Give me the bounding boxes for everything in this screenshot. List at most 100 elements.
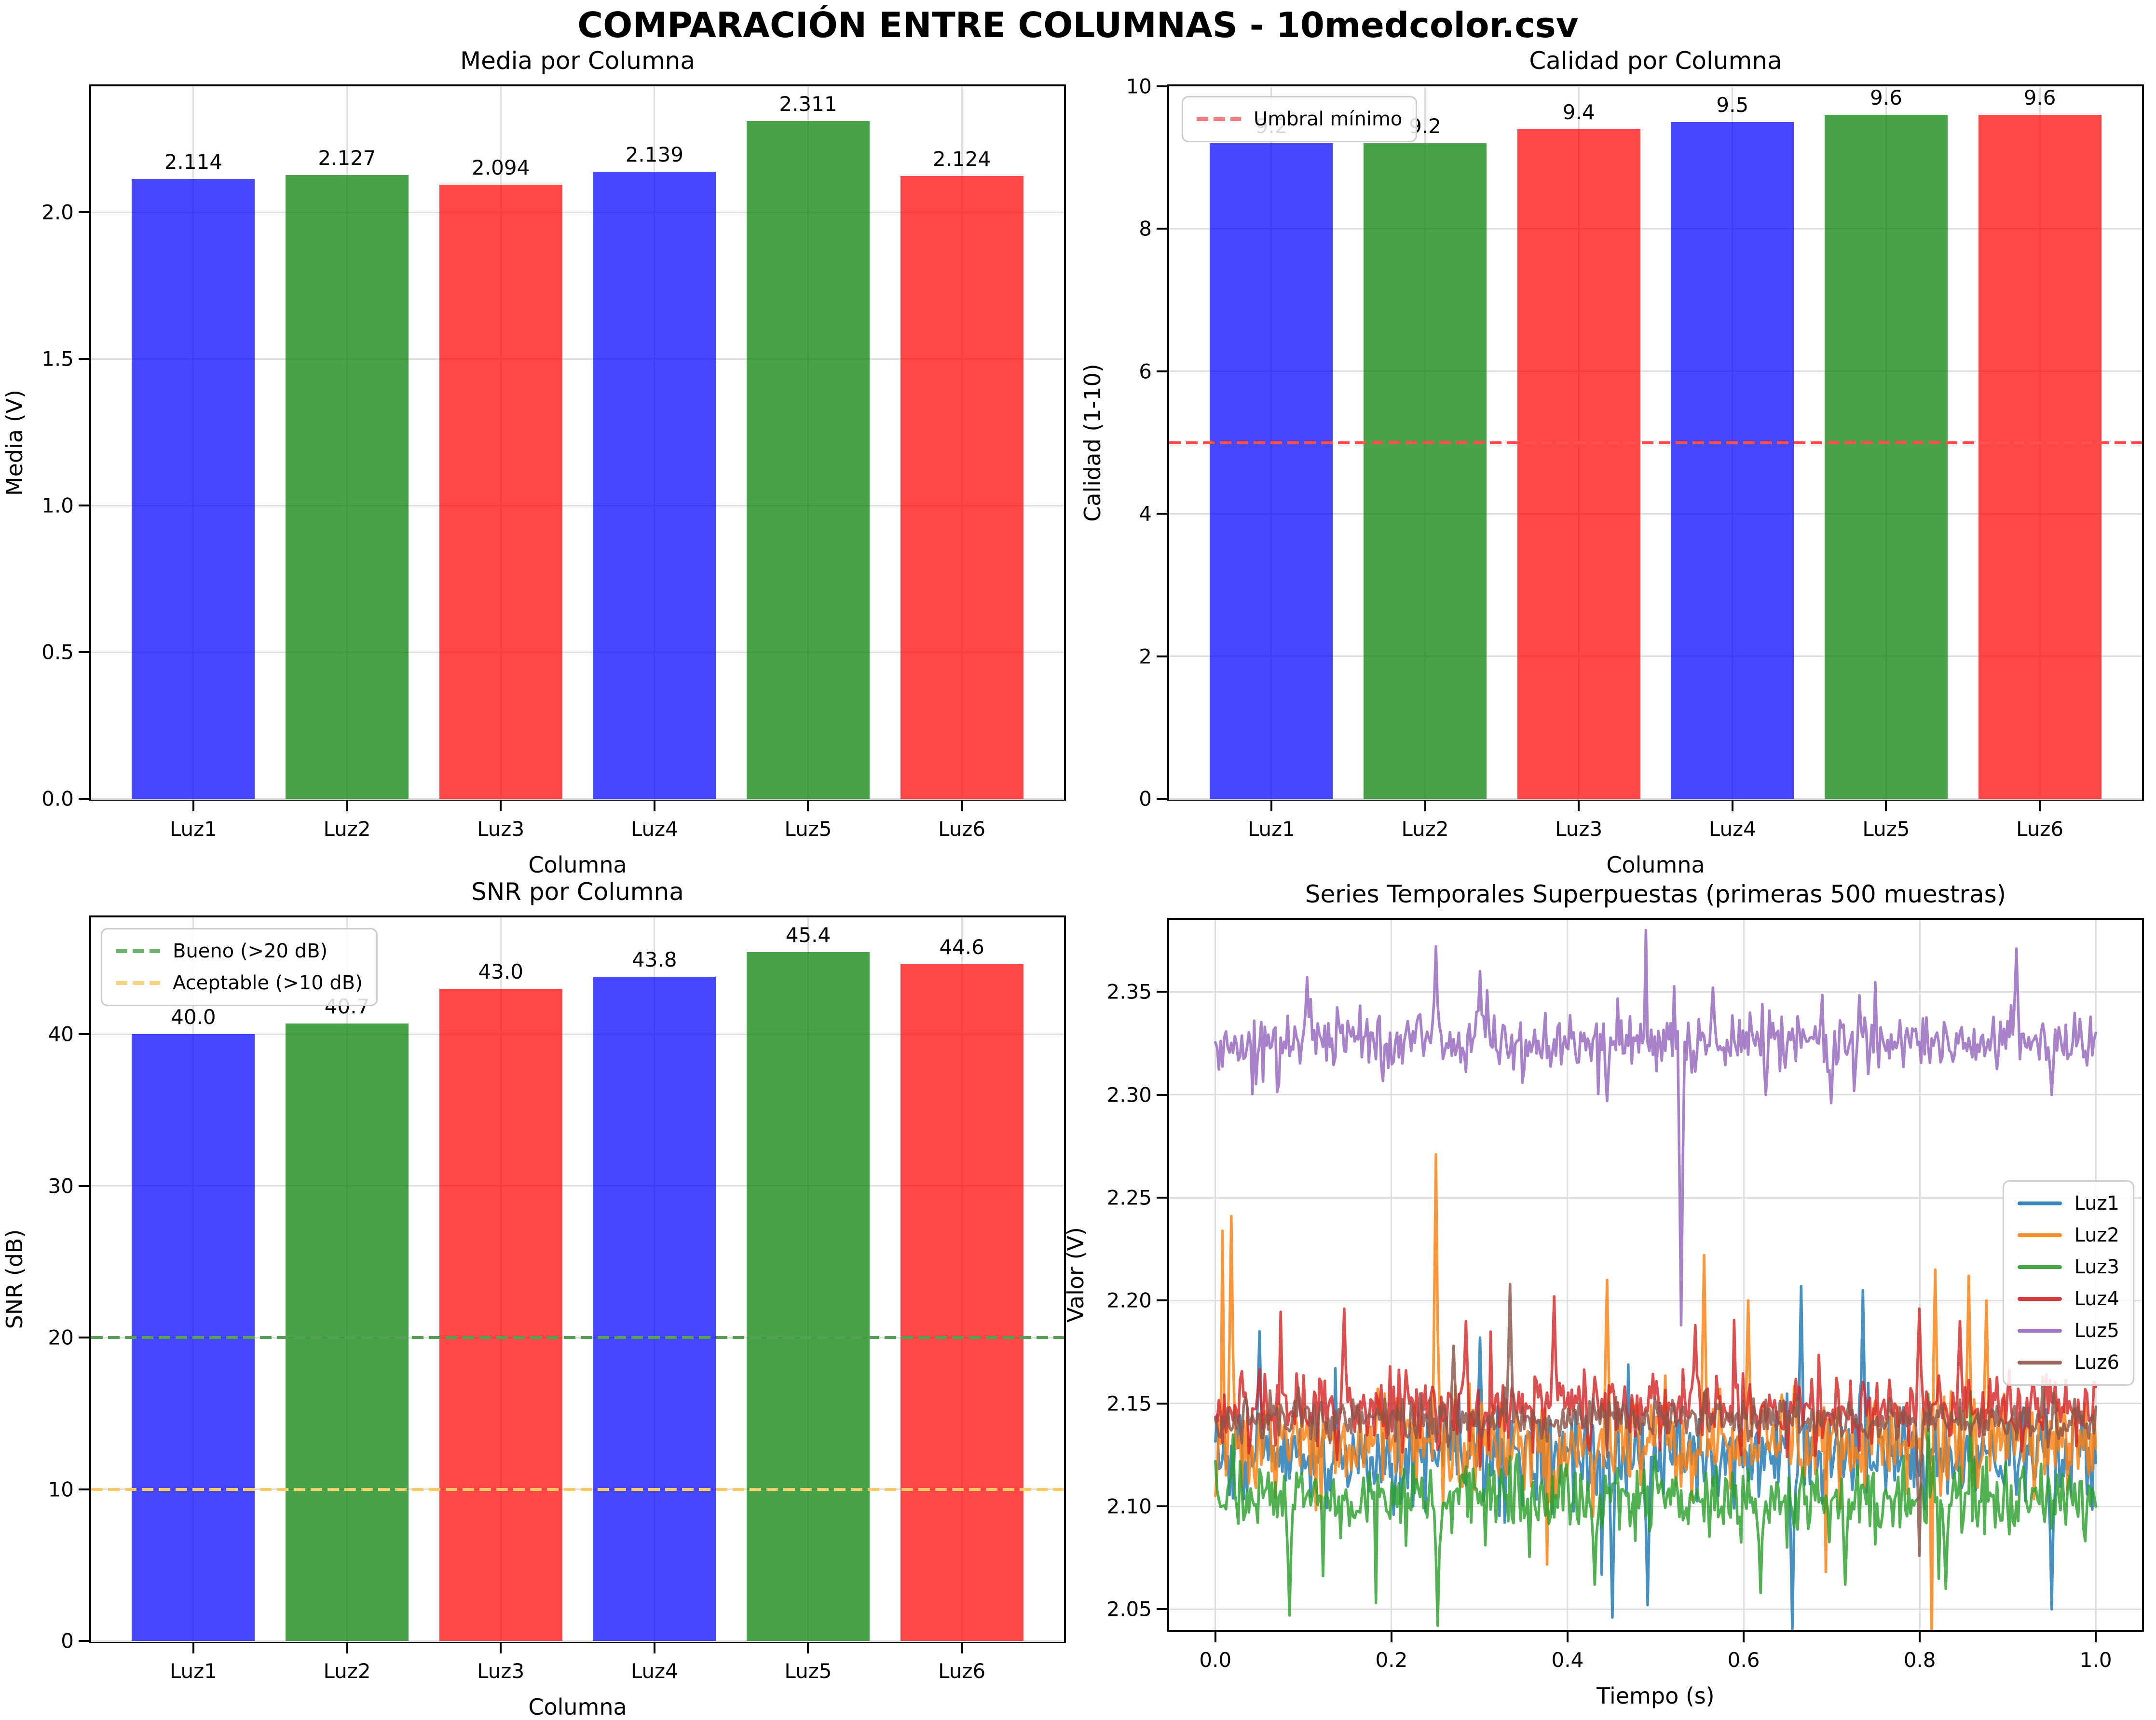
x-tick-mark xyxy=(807,1643,809,1653)
bar-value-label: 9.6 xyxy=(2023,86,2056,110)
y-tick-label: 0 xyxy=(61,1629,74,1653)
series-line-Luz6 xyxy=(1214,1283,2097,1557)
gridline-horizontal xyxy=(91,1185,1064,1187)
x-tick-label: Luz1 xyxy=(169,1659,217,1683)
x-tick-mark xyxy=(1270,801,1272,811)
x-tick-label: 0.2 xyxy=(1375,1648,1408,1672)
x-tick-label: Luz2 xyxy=(1401,817,1449,841)
legend-item: Luz2 xyxy=(2017,1219,2119,1251)
legend-item: Bueno (>20 dB) xyxy=(116,935,363,967)
legend-line-sample-icon xyxy=(2017,1361,2062,1365)
x-tick-mark xyxy=(192,801,194,811)
y-tick-mark xyxy=(1157,1402,1167,1405)
snr-x-axis-label: Columna xyxy=(528,1694,627,1720)
gridline-horizontal xyxy=(1169,228,2142,230)
bar-value-label: 2.094 xyxy=(472,156,530,180)
x-tick-mark xyxy=(1214,1632,1216,1642)
legend-item: Luz5 xyxy=(2017,1315,2119,1347)
bar xyxy=(1978,115,2101,799)
y-tick-label: 30 xyxy=(48,1174,74,1198)
gridline-horizontal xyxy=(91,358,1064,360)
y-tick-label: 10 xyxy=(48,1477,74,1502)
gridline-vertical xyxy=(1391,920,1392,1630)
y-tick-mark xyxy=(79,798,89,800)
x-tick-label: Luz6 xyxy=(938,817,986,841)
bar xyxy=(747,121,870,799)
gridline-horizontal xyxy=(1169,991,2142,993)
calidad-title: Calidad por Columna xyxy=(1529,47,1782,75)
gridline-horizontal xyxy=(1169,1094,2142,1096)
y-tick-mark xyxy=(1157,1608,1167,1611)
y-tick-mark xyxy=(79,651,89,654)
x-tick-label: 0.4 xyxy=(1551,1648,1584,1672)
legend-line-sample-icon xyxy=(116,949,160,953)
x-tick-mark xyxy=(1743,1632,1745,1642)
y-tick-mark xyxy=(79,1337,89,1339)
legend-line-sample-icon xyxy=(2017,1297,2062,1301)
y-tick-label: 2 xyxy=(1139,644,1152,669)
y-tick-label: 2.35 xyxy=(1106,980,1152,1004)
legend-item: Luz4 xyxy=(2017,1283,2119,1315)
media-y-axis-label: Media (V) xyxy=(1,389,27,496)
bar-value-label: 9.4 xyxy=(1562,100,1595,124)
legend-item-label: Luz5 xyxy=(2074,1320,2119,1342)
calidad-x-axis-label: Columna xyxy=(1606,852,1705,878)
legend-line-sample-icon xyxy=(2017,1265,2062,1269)
legend-line-sample-icon xyxy=(1197,117,1241,121)
y-tick-mark xyxy=(1157,513,1167,515)
series-line-Luz4 xyxy=(1214,1295,2097,1468)
bar xyxy=(747,952,870,1641)
x-tick-label: 0.8 xyxy=(1903,1648,1936,1672)
x-tick-mark xyxy=(1578,801,1580,811)
y-tick-mark xyxy=(1157,85,1167,87)
y-tick-mark xyxy=(79,1033,89,1036)
axes-media: 0.0 0.5 1.0 1.5 2.0 2.114 Luz1 2.127 Luz2 2.094 Lu… xyxy=(41,84,1066,841)
bar xyxy=(439,988,562,1641)
y-tick-label: 0 xyxy=(1139,787,1152,811)
legend-item-label: Luz1 xyxy=(2074,1192,2119,1215)
y-tick-label: 2.20 xyxy=(1106,1288,1152,1312)
figure-title: COMPARACIÓN ENTRE COLUMNAS - 10medcolor.… xyxy=(577,5,1579,45)
x-tick-label: Luz5 xyxy=(1862,817,1910,841)
bar-value-label: 43.8 xyxy=(632,947,677,971)
y-tick-mark xyxy=(1157,1505,1167,1507)
bar xyxy=(1517,129,1640,799)
legend-item: Aceptable (>10 dB) xyxy=(116,967,363,999)
x-tick-mark xyxy=(346,1643,348,1653)
bar xyxy=(900,964,1023,1641)
x-tick-mark xyxy=(1566,1632,1569,1642)
gridline-horizontal xyxy=(91,798,1064,800)
y-tick-mark xyxy=(79,358,89,360)
legend-item: Luz3 xyxy=(2017,1251,2119,1283)
x-tick-mark xyxy=(807,801,809,811)
gridline-horizontal xyxy=(1169,655,2142,657)
x-tick-mark xyxy=(961,1643,963,1653)
x-tick-mark xyxy=(1390,1632,1392,1642)
gridline-horizontal xyxy=(1169,85,2142,87)
y-tick-label: 2.25 xyxy=(1106,1186,1152,1210)
x-tick-label: Luz6 xyxy=(2016,817,2064,841)
bar xyxy=(1671,122,1794,799)
y-tick-mark xyxy=(1157,798,1167,800)
bar xyxy=(1825,115,1948,799)
x-tick-label: Luz4 xyxy=(630,1659,678,1683)
y-tick-mark xyxy=(1157,991,1167,993)
bar-value-label: 45.4 xyxy=(785,923,831,947)
y-tick-label: 1.0 xyxy=(41,493,74,518)
gridline-horizontal xyxy=(91,505,1064,506)
y-tick-mark xyxy=(1157,370,1167,372)
bar-value-label: 9.6 xyxy=(1870,86,1902,110)
y-tick-label: 20 xyxy=(48,1325,74,1350)
snr-title: SNR por Columna xyxy=(471,878,684,906)
x-tick-label: 0.0 xyxy=(1199,1648,1232,1672)
bar-value-label: 2.127 xyxy=(318,146,376,170)
bar xyxy=(439,185,562,799)
bar xyxy=(593,976,716,1641)
y-tick-mark xyxy=(79,1185,89,1187)
series-line-Luz5 xyxy=(1214,928,2097,1327)
legend-item-label: Aceptable (>10 dB) xyxy=(173,972,363,994)
time-series-x-axis-label: Tiempo (s) xyxy=(1597,1683,1715,1709)
bar xyxy=(286,1024,409,1641)
gridline-horizontal xyxy=(91,1640,1064,1642)
